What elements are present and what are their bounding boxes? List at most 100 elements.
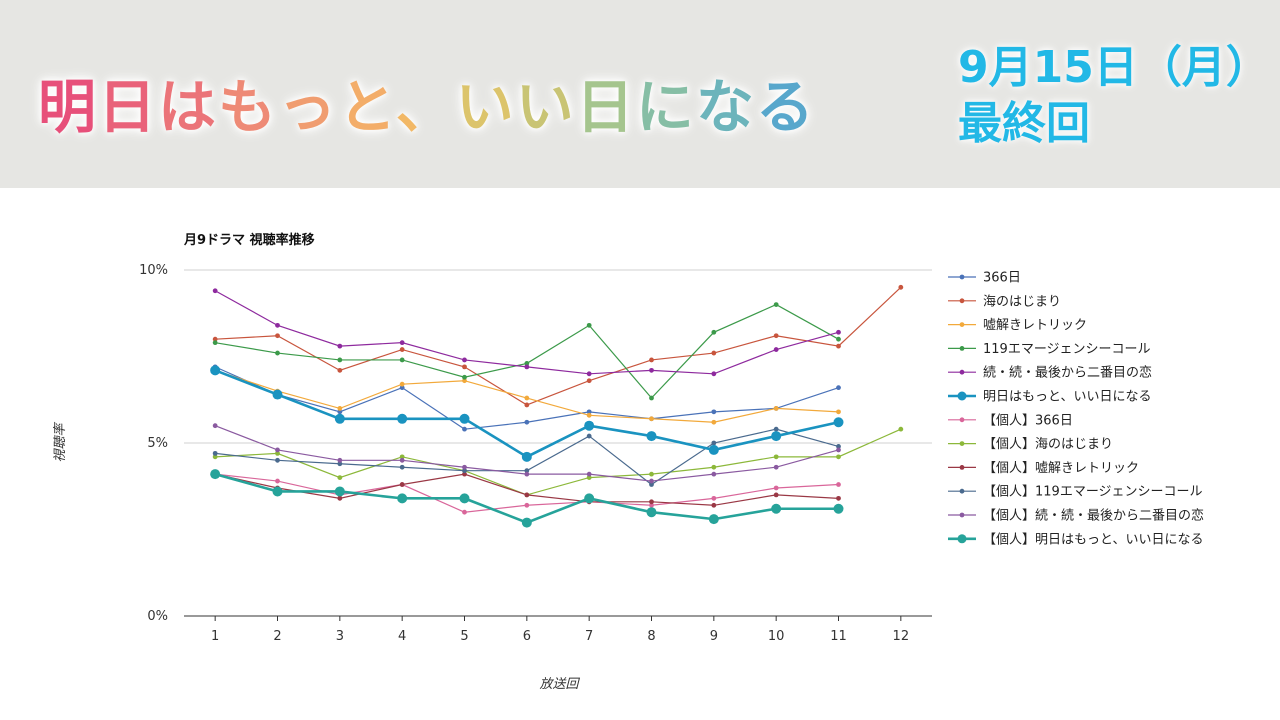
x-tick-label: 1 — [211, 629, 219, 644]
data-point — [521, 451, 532, 462]
broadcast-date: 9月15日（月） 最終回 — [958, 40, 1270, 152]
data-point — [836, 454, 841, 460]
data-point — [212, 454, 218, 460]
data-point — [399, 464, 405, 470]
date-line: 9月15日（月） — [958, 42, 1270, 93]
x-tick-label: 9 — [710, 629, 718, 644]
data-point — [649, 482, 654, 487]
data-point — [833, 417, 844, 428]
data-point — [337, 367, 343, 373]
data-point — [210, 365, 221, 376]
legend-swatch-point — [959, 322, 965, 327]
data-point — [586, 371, 592, 377]
drama-title: 明日はもっと、いい日になる — [38, 60, 816, 144]
data-point — [898, 284, 904, 290]
data-point — [836, 385, 841, 391]
data-point — [773, 347, 779, 352]
data-point — [649, 367, 654, 373]
data-point — [711, 371, 717, 377]
series-path — [214, 472, 839, 524]
data-point — [708, 514, 719, 525]
title-char: 、 — [395, 73, 456, 141]
data-point — [524, 468, 530, 474]
data-point — [399, 457, 405, 463]
data-point — [649, 499, 654, 505]
x-tick-label: 6 — [523, 629, 531, 644]
data-point — [586, 322, 592, 328]
data-point — [711, 471, 717, 477]
header-banner: 明日はもっと、いい日になる 9月15日（月） 最終回 — [0, 0, 1280, 188]
title-char: 日 — [575, 73, 636, 141]
title-char: っ — [278, 73, 339, 141]
data-point — [586, 475, 592, 480]
legend-label: 海のはじまり — [983, 294, 1061, 309]
legend-swatch-point — [959, 346, 965, 351]
y-tick-label: 0% — [147, 609, 168, 624]
data-point — [399, 381, 405, 387]
title-char: に — [635, 73, 696, 141]
data-point — [836, 343, 841, 349]
legend-label: 明日はもっと、いい日になる — [983, 390, 1151, 405]
data-point — [334, 413, 345, 424]
data-point — [773, 406, 779, 411]
data-point — [649, 395, 654, 401]
data-point — [399, 385, 405, 391]
series-line — [212, 471, 841, 508]
data-point — [524, 471, 530, 477]
x-axis-label: 放送回 — [539, 677, 580, 692]
data-point — [212, 450, 218, 456]
y-axis-label: 視聴率 — [52, 422, 68, 463]
data-point — [833, 503, 844, 514]
data-point — [524, 502, 530, 508]
data-point — [399, 357, 405, 363]
legend-label: 【個人】明日はもっと、いい日になる — [983, 532, 1203, 547]
title-char: 日 — [98, 73, 159, 141]
data-point — [586, 412, 592, 418]
data-point — [586, 378, 592, 384]
series-line — [212, 423, 841, 484]
data-point — [836, 447, 841, 453]
series-line — [212, 302, 841, 401]
series-line — [212, 367, 841, 425]
data-point — [397, 413, 408, 424]
data-point — [212, 288, 218, 294]
ratings-line-chart: 月9ドラマ 視聴率推移 1 2 3 4 5 6 7 8 9 10 11 12 0%5%10% 366日… — [52, 232, 1204, 692]
data-point — [462, 364, 467, 370]
data-point — [212, 423, 218, 429]
series-line — [212, 426, 841, 487]
x-tick-label: 5 — [460, 629, 468, 644]
data-point — [272, 389, 283, 400]
series-line — [212, 284, 904, 408]
legend-swatch-point — [957, 391, 967, 401]
data-point — [836, 444, 841, 449]
data-point — [462, 509, 467, 515]
data-point — [711, 495, 717, 501]
legend-label: 嘘解きレトリック — [983, 318, 1087, 333]
data-point — [773, 464, 779, 470]
data-point — [521, 517, 532, 528]
data-point — [649, 502, 654, 508]
legend-label: 【個人】嘘解きレトリック — [983, 461, 1139, 476]
data-point — [337, 495, 343, 501]
y-axis-ticks: 0% 5% 10% — [139, 263, 168, 624]
data-point — [462, 464, 467, 470]
data-point — [771, 431, 782, 442]
title-char: い — [455, 73, 516, 141]
legend-label: 【個人】119エマージェンシーコール — [983, 485, 1203, 500]
series-line — [210, 469, 844, 528]
data-point — [210, 469, 221, 480]
data-point — [462, 471, 467, 477]
legend-swatch-point — [959, 488, 965, 494]
x-tick-label: 3 — [336, 629, 344, 644]
data-point — [836, 336, 841, 342]
data-point — [773, 426, 779, 432]
data-point — [836, 409, 841, 415]
title-char: い — [515, 73, 576, 141]
chart-title: 月9ドラマ 視聴率推移 — [183, 232, 315, 248]
data-point — [836, 329, 841, 335]
legend-swatch-point — [959, 298, 965, 304]
data-point — [459, 493, 470, 504]
data-point — [462, 426, 467, 432]
legend-swatch-point — [957, 534, 967, 544]
